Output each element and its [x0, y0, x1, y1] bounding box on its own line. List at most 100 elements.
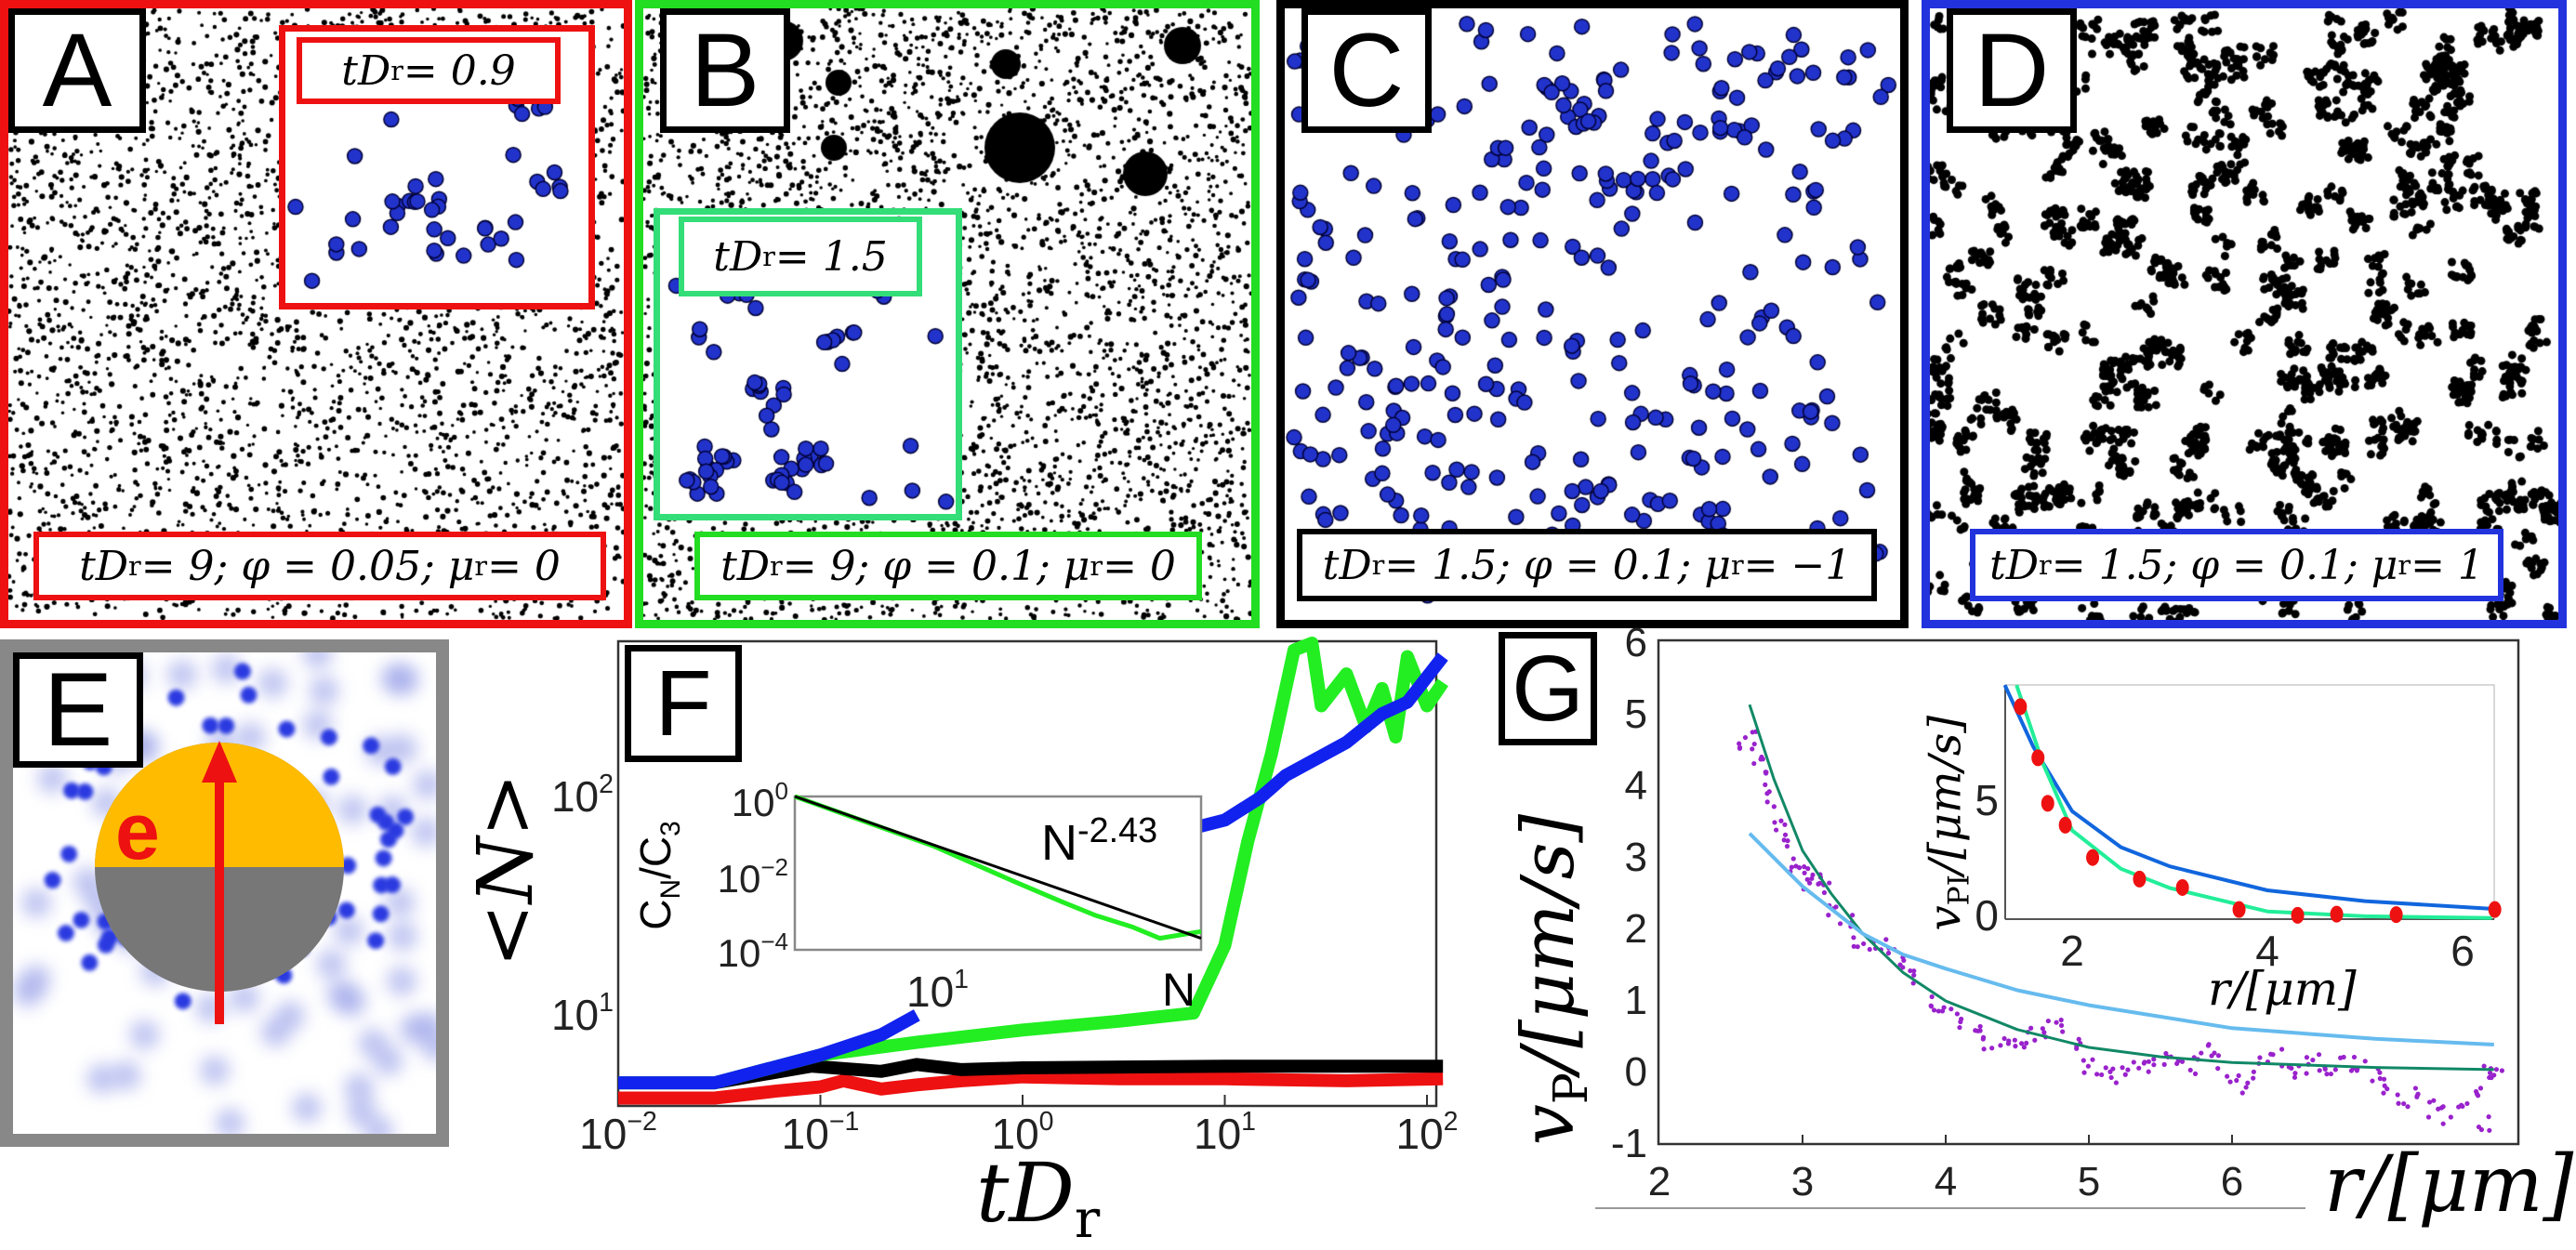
g-data-point — [1837, 921, 1843, 927]
g-fit-curve-1 — [1748, 704, 2494, 1072]
g-data-point — [2021, 1045, 2027, 1050]
g-data-point — [2099, 1072, 2105, 1078]
g-data-point — [2103, 1065, 2108, 1071]
f-xtick-label: 10−1 — [781, 1107, 860, 1158]
g-ytick-label: 4 — [1624, 763, 1647, 809]
g-data-point — [1867, 946, 1872, 953]
g-data-point — [2426, 1099, 2433, 1105]
g-xlabel: r/[μm] — [2324, 1138, 2574, 1230]
g-data-point — [2215, 1066, 2221, 1072]
g-data-point — [2215, 1053, 2222, 1059]
g-data-point — [2024, 1040, 2029, 1046]
g-data-point — [2487, 1070, 2493, 1076]
g-data-point — [2060, 1029, 2066, 1034]
g-data-point — [1737, 744, 1743, 750]
g-data-point — [1764, 799, 1770, 805]
g-data-point — [1911, 972, 1917, 978]
g-data-point — [1981, 1046, 1987, 1052]
g-data-point — [1751, 760, 1757, 767]
orientation-vector-label: e — [115, 787, 160, 876]
g-data-point — [1949, 1007, 1954, 1012]
g-data-point — [1977, 1023, 1983, 1030]
g-data-point — [2448, 1114, 2453, 1120]
g-data-point — [2192, 1071, 2199, 1076]
g-data-point — [2199, 1050, 2204, 1056]
f-xlabel: tDr — [976, 1145, 1101, 1250]
g-data-point — [2028, 1025, 2034, 1031]
g-data-point — [2013, 1044, 2018, 1049]
g-data-point — [2045, 1018, 2051, 1024]
g-data-point — [2425, 1114, 2432, 1120]
g-ylabel: vP/[μm/s] — [1506, 813, 1599, 1146]
g-ytick-label: -1 — [1610, 1121, 1647, 1166]
g-data-point — [2381, 1090, 2386, 1096]
g-data-point — [2292, 1071, 2298, 1076]
g-data-point — [2122, 1072, 2128, 1077]
g-data-point — [1737, 741, 1742, 746]
g-data-point — [1931, 1007, 1937, 1013]
g-inset-data-point — [2488, 901, 2502, 918]
g-data-point — [2324, 1072, 2330, 1077]
g-data-point — [2257, 1055, 2263, 1060]
f-xtick-label: 101 — [1193, 1107, 1257, 1158]
g-data-point — [2120, 1065, 2125, 1071]
g-data-point — [2012, 1037, 2017, 1043]
g-data-point — [1935, 1008, 1941, 1014]
g-data-point — [2041, 1030, 2047, 1035]
g-data-point — [1816, 880, 1823, 886]
g-data-point — [2381, 1076, 2387, 1082]
panel-letter-d: D — [1947, 8, 2077, 133]
g-data-point — [1802, 864, 1807, 870]
g-data-point — [1763, 770, 1768, 775]
orientation-arrow-icon — [202, 741, 237, 1024]
g-data-point — [2110, 1066, 2116, 1072]
g-data-point — [1804, 876, 1810, 882]
g-data-point — [1998, 1043, 2003, 1048]
g-data-point — [2481, 1063, 2487, 1069]
g-data-point — [2251, 1069, 2256, 1074]
g-data-point — [1910, 980, 1916, 986]
g-data-point — [2142, 1059, 2147, 1065]
g-inset-data-point — [2291, 906, 2305, 924]
f-series-line-3 — [618, 652, 1448, 1090]
g-data-point — [1861, 941, 1867, 947]
g-data-point — [1883, 937, 1889, 942]
inset-snapshot-a: tD r = 0.9 — [279, 25, 595, 309]
g-inset-data-point — [2175, 878, 2189, 896]
g-data-point — [1833, 904, 1839, 910]
g-data-point — [1751, 741, 1757, 747]
g-data-point — [2499, 1068, 2505, 1073]
g-data-point — [2125, 1067, 2131, 1072]
g-inset-data-point — [2330, 905, 2344, 923]
g-data-point — [2161, 1061, 2167, 1067]
g-data-point — [2332, 1067, 2338, 1072]
panel-e: E e — [0, 639, 449, 1147]
g-data-point — [2322, 1066, 2328, 1072]
g-data-point — [2396, 1100, 2401, 1106]
g-data-point — [1954, 1011, 1960, 1017]
g-data-point — [2377, 1070, 2383, 1075]
g-data-point — [2354, 1068, 2359, 1073]
g-data-point — [1928, 1004, 1935, 1009]
g-data-point — [2058, 1017, 2064, 1023]
g-ytick-label: 3 — [1624, 835, 1647, 880]
g-inset-data-point — [2031, 749, 2045, 767]
g-data-point — [2493, 1067, 2500, 1072]
f-ytick-label: 101 — [550, 988, 614, 1039]
g-data-point — [1782, 832, 1789, 837]
g-data-point — [1911, 968, 1917, 974]
g-data-point — [1851, 935, 1856, 941]
g-data-point — [2236, 1072, 2241, 1079]
g-data-point — [2225, 1073, 2230, 1079]
g-data-point — [1908, 967, 1913, 974]
g-data-point — [2362, 1059, 2368, 1064]
g-data-point — [2187, 1067, 2193, 1073]
panel-letter-c: C — [1301, 8, 1432, 133]
g-data-point — [2473, 1088, 2479, 1095]
g-inset-data-point — [2041, 795, 2054, 812]
